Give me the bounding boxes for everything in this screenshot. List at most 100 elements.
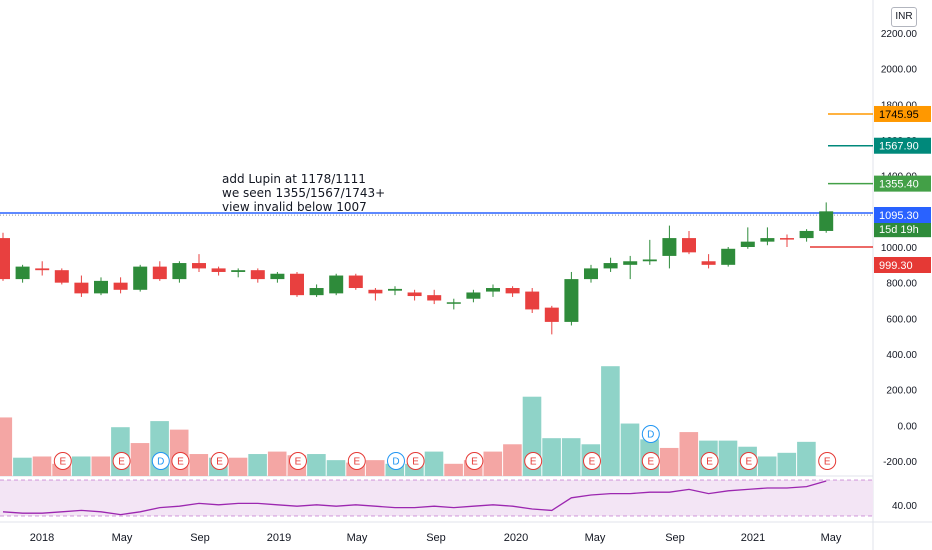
candle-body [192, 263, 206, 269]
volume-bar [326, 460, 346, 476]
annotation-line-2: we seen 1355/1567/1743+ [222, 186, 386, 200]
candle-body [564, 279, 579, 322]
volume-bar [659, 447, 679, 476]
event-marker-label: E [530, 457, 537, 468]
price-tick-label: -200.00 [883, 457, 917, 468]
stop-price-label [874, 257, 931, 273]
event-marker-label: E [471, 457, 478, 468]
resistance-price-label [874, 207, 931, 224]
candle-body [486, 288, 500, 292]
candle-body [35, 268, 50, 271]
event-marker-label: E [118, 457, 125, 468]
candle-body [54, 270, 69, 283]
price-tick-label: 1000.00 [881, 243, 918, 254]
annotation-line-1: add Lupin at 1178/1111 [222, 172, 366, 186]
event-marker-dividend [387, 452, 405, 470]
bar-countdown-text: 15d 19h [879, 224, 919, 236]
time-tick-label: May [112, 532, 133, 544]
candle-body [740, 241, 755, 247]
event-marker-label: D [392, 457, 399, 468]
time-tick-label: 2021 [741, 532, 765, 544]
target-3-price-label [874, 105, 931, 122]
candle-body [662, 238, 677, 256]
price-tick-label: 1800.00 [881, 100, 918, 111]
candle-body [94, 280, 108, 294]
volume-bar [13, 457, 32, 476]
candle-body [74, 282, 89, 294]
volume-bar [601, 366, 620, 476]
event-marker-earnings [406, 452, 425, 470]
volume-bar [365, 460, 385, 476]
event-marker-earnings [524, 452, 543, 470]
candle-body [231, 270, 246, 272]
event-marker-earnings [700, 452, 719, 470]
candle-body [211, 268, 226, 272]
time-tick-label: May [585, 532, 606, 544]
target-1-price-label [874, 175, 931, 192]
rsi-tick-label: 40.00 [892, 501, 917, 512]
price-tick-label: 600.00 [886, 314, 917, 325]
event-marker-earnings [347, 452, 366, 470]
candle-body [701, 261, 716, 265]
event-marker-label: E [745, 457, 752, 468]
event-marker-dividend [641, 425, 660, 443]
volume-bar [542, 438, 561, 476]
event-marker-earnings [210, 452, 229, 470]
candle-body [505, 288, 520, 294]
volume-bar [32, 456, 52, 476]
price-tick-label: 800.00 [886, 279, 917, 290]
event-marker-earnings [641, 452, 660, 470]
time-tick-label: Sep [426, 532, 446, 544]
volume-bar [444, 463, 463, 476]
price-tick-label: 0.00 [898, 421, 918, 432]
time-tick-label: May [347, 532, 368, 544]
event-marker-earnings [465, 452, 484, 470]
volume-bar [424, 451, 444, 476]
candle-body [642, 259, 657, 262]
candle-body [133, 266, 148, 290]
volume-bar [797, 441, 816, 476]
target-2-price-label [874, 137, 931, 154]
candle-body [603, 263, 618, 269]
volume-bar [248, 454, 267, 476]
price-tick-label: 2000.00 [881, 65, 918, 76]
candle-body [388, 288, 402, 291]
price-tick-label: 2200.00 [881, 29, 918, 40]
event-marker-earnings [53, 452, 72, 470]
event-marker-label: E [59, 457, 66, 468]
candle-body [15, 266, 30, 280]
event-marker-earnings [289, 452, 307, 470]
candle-body [760, 238, 775, 242]
volume-bar [307, 454, 326, 476]
candle-body [525, 291, 540, 310]
resistance-price-label-text: 1095.30 [879, 210, 919, 222]
price-tick-label: 400.00 [886, 350, 917, 361]
volume-bar [71, 456, 91, 476]
event-marker-earnings [112, 452, 131, 470]
price-tick-label: 200.00 [886, 386, 917, 397]
target-2-price-label-text: 1567.90 [879, 141, 919, 153]
event-marker-earnings [739, 452, 758, 470]
candle-body [329, 275, 344, 294]
candle-body [466, 292, 481, 299]
volume-bar [718, 440, 738, 476]
candle-body [544, 307, 559, 322]
event-marker-label: E [589, 457, 596, 468]
volume-bar [561, 438, 581, 476]
volume-bar [679, 432, 699, 476]
candle-body [407, 292, 422, 297]
candle-body [584, 268, 598, 280]
event-marker-label: D [647, 430, 654, 441]
volume-bar [228, 457, 248, 476]
time-tick-label: Sep [665, 532, 685, 544]
volume-bar [91, 456, 111, 476]
event-marker-label: E [412, 457, 419, 468]
currency-badge[interactable]: INR [891, 7, 917, 27]
time-tick-label: 2019 [267, 532, 291, 544]
time-tick-label: 2018 [30, 532, 54, 544]
stop-price-label-text: 999.30 [879, 260, 913, 272]
rsi-line [2, 480, 827, 516]
candle-body [348, 275, 363, 289]
volume-bar [189, 454, 209, 476]
